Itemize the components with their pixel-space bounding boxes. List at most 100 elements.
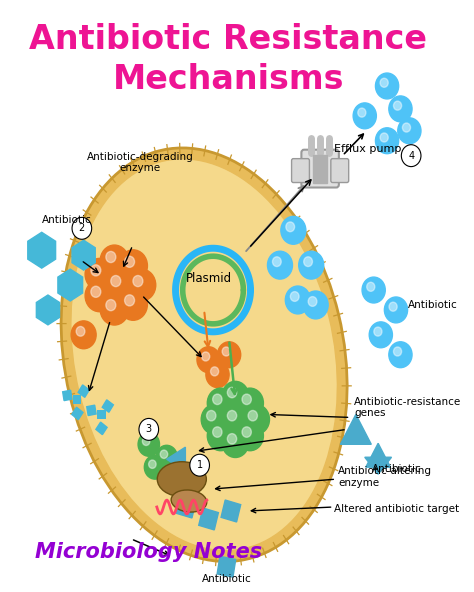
Circle shape [206, 362, 229, 388]
Circle shape [76, 326, 85, 336]
Circle shape [308, 297, 317, 306]
Circle shape [119, 288, 147, 320]
Circle shape [228, 387, 237, 398]
Bar [98, 410, 106, 419]
Circle shape [207, 388, 234, 418]
Polygon shape [365, 457, 392, 474]
FancyBboxPatch shape [331, 159, 349, 182]
Circle shape [91, 286, 101, 297]
Circle shape [304, 257, 312, 266]
Polygon shape [28, 232, 55, 268]
Circle shape [207, 410, 216, 421]
Circle shape [100, 293, 129, 325]
Text: Antibiotic-altering
enzyme: Antibiotic-altering enzyme [338, 466, 432, 488]
Text: 2: 2 [79, 223, 85, 233]
Circle shape [303, 291, 328, 319]
Circle shape [156, 445, 177, 469]
Circle shape [125, 256, 135, 268]
Circle shape [201, 352, 210, 361]
Circle shape [389, 342, 412, 368]
Polygon shape [340, 414, 371, 445]
Polygon shape [72, 407, 83, 420]
Text: Antibiotic: Antibiotic [201, 574, 251, 584]
Polygon shape [366, 443, 391, 467]
Circle shape [380, 133, 388, 142]
Circle shape [353, 103, 376, 129]
Polygon shape [102, 400, 113, 412]
Circle shape [290, 292, 299, 301]
Text: 4: 4 [408, 150, 414, 160]
Circle shape [222, 427, 249, 458]
Circle shape [213, 394, 222, 404]
Polygon shape [96, 422, 107, 435]
Circle shape [398, 118, 421, 144]
Circle shape [358, 108, 366, 117]
Circle shape [242, 427, 251, 437]
Circle shape [367, 282, 375, 291]
Text: Antibiotic: Antibiotic [408, 300, 457, 310]
Polygon shape [63, 390, 72, 401]
Circle shape [242, 394, 251, 404]
Circle shape [160, 450, 168, 458]
Circle shape [243, 404, 270, 435]
Text: 3: 3 [146, 424, 152, 435]
Circle shape [218, 342, 241, 368]
Circle shape [100, 245, 129, 277]
Circle shape [380, 78, 388, 87]
Circle shape [237, 388, 264, 418]
Polygon shape [217, 556, 236, 577]
Text: Microbiology Notes: Microbiology Notes [35, 542, 262, 562]
Circle shape [248, 410, 257, 421]
Circle shape [389, 96, 412, 122]
Circle shape [190, 454, 210, 476]
Circle shape [401, 144, 421, 166]
Circle shape [384, 297, 408, 323]
Circle shape [267, 251, 292, 279]
Circle shape [285, 286, 310, 314]
Circle shape [393, 347, 401, 356]
Circle shape [369, 322, 392, 348]
Polygon shape [72, 240, 95, 270]
Circle shape [273, 257, 281, 266]
Circle shape [105, 269, 134, 301]
Polygon shape [176, 496, 196, 518]
Circle shape [402, 123, 410, 132]
Circle shape [228, 433, 237, 444]
Circle shape [144, 455, 166, 479]
Circle shape [138, 432, 159, 456]
Polygon shape [199, 508, 219, 530]
Circle shape [111, 275, 121, 287]
Circle shape [222, 381, 249, 411]
Circle shape [213, 427, 222, 437]
Text: Plasmid: Plasmid [185, 272, 232, 285]
Text: Mechanisms: Mechanisms [112, 63, 344, 95]
Circle shape [149, 460, 156, 468]
Circle shape [393, 101, 401, 110]
Bar [73, 395, 82, 404]
Circle shape [85, 259, 114, 290]
Circle shape [207, 421, 234, 451]
Circle shape [375, 128, 399, 154]
Circle shape [106, 252, 116, 263]
Circle shape [85, 280, 114, 311]
Circle shape [237, 421, 264, 451]
Circle shape [133, 275, 143, 287]
Text: 1: 1 [197, 460, 203, 470]
Circle shape [389, 302, 397, 311]
Circle shape [72, 217, 91, 239]
Text: Antibiotic: Antibiotic [42, 215, 91, 226]
Circle shape [197, 347, 220, 372]
Text: Antibiotic-degrading
enzyme: Antibiotic-degrading enzyme [86, 152, 193, 173]
Circle shape [106, 300, 116, 311]
Ellipse shape [61, 148, 347, 562]
Circle shape [362, 277, 385, 303]
Circle shape [119, 250, 147, 282]
Circle shape [125, 295, 135, 306]
Circle shape [91, 265, 101, 276]
Polygon shape [78, 385, 89, 397]
Text: Antibiotic-resistance
genes: Antibiotic-resistance genes [354, 397, 461, 419]
Circle shape [299, 251, 324, 279]
Text: Efflux pump: Efflux pump [334, 144, 401, 154]
Circle shape [222, 404, 249, 435]
Circle shape [281, 216, 306, 244]
